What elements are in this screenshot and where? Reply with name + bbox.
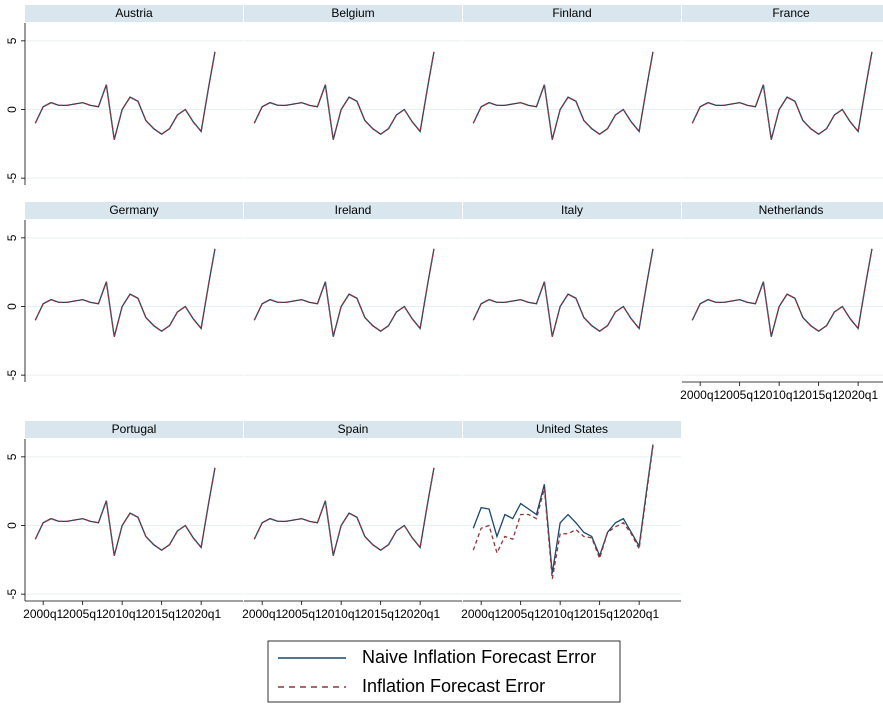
panel-title: Italy xyxy=(561,203,583,217)
x-tick-label: 2020q1 xyxy=(181,607,221,621)
panel-title: Portugal xyxy=(112,422,157,436)
panel-title: Austria xyxy=(115,6,153,20)
x-tick-label: 2020q1 xyxy=(400,607,440,621)
legend-label: Naive Inflation Forecast Error xyxy=(362,647,596,667)
panel-title: Belgium xyxy=(331,6,374,20)
series-line xyxy=(253,248,435,337)
y-tick-label: 0 xyxy=(5,303,19,310)
x-tick-label: 2010q1 xyxy=(759,388,799,402)
x-tick-label: 2015q1 xyxy=(580,607,620,621)
x-tick-label: 2015q1 xyxy=(361,607,401,621)
x-tick-label: 2020q1 xyxy=(838,388,878,402)
x-tick-label: 2000q1 xyxy=(680,388,720,402)
series-line xyxy=(472,444,654,574)
y-tick-label: 5 xyxy=(5,234,19,241)
series-line xyxy=(34,467,216,556)
panel-title: United States xyxy=(536,422,608,436)
x-tick-label: 2010q1 xyxy=(321,607,361,621)
x-tick-label: 2005q1 xyxy=(720,388,760,402)
series-line xyxy=(472,248,654,337)
y-tick-label: 0 xyxy=(5,106,19,113)
x-tick-label: 2000q1 xyxy=(23,607,63,621)
x-tick-label: 2005q1 xyxy=(282,607,322,621)
panel-title: Spain xyxy=(338,422,369,436)
panel-title-bar xyxy=(244,5,462,22)
panel-title-bar xyxy=(463,202,681,219)
x-tick-label: 2000q1 xyxy=(242,607,282,621)
panel-title-bar xyxy=(244,421,462,438)
x-tick-label: 2005q1 xyxy=(63,607,103,621)
x-tick-label: 2020q1 xyxy=(619,607,659,621)
y-tick-label: -5 xyxy=(5,172,19,183)
series-line xyxy=(691,248,873,337)
legend-box xyxy=(267,640,621,703)
series-line xyxy=(34,248,216,337)
panel-title-bar xyxy=(682,5,883,22)
panel-title-bar xyxy=(25,421,243,438)
series-line xyxy=(472,445,654,580)
y-tick-label: 5 xyxy=(5,37,19,44)
x-tick-label: 2005q1 xyxy=(501,607,541,621)
series-line xyxy=(472,51,654,140)
panel-title-bar xyxy=(463,421,681,438)
x-tick-label: 2010q1 xyxy=(102,607,142,621)
series-line xyxy=(253,51,435,140)
series-line xyxy=(34,51,216,140)
y-tick-label: -5 xyxy=(5,369,19,380)
panel-title: Germany xyxy=(109,203,158,217)
panel-title: France xyxy=(772,6,810,20)
x-tick-label: 2015q1 xyxy=(142,607,182,621)
y-tick-label: 5 xyxy=(5,453,19,460)
y-tick-label: -5 xyxy=(5,588,19,599)
panel-title: Ireland xyxy=(335,203,372,217)
series-line xyxy=(691,51,873,140)
panel-title-bar xyxy=(25,202,243,219)
panel-title: Finland xyxy=(552,6,591,20)
x-tick-label: 2015q1 xyxy=(799,388,839,402)
x-tick-label: 2000q1 xyxy=(461,607,501,621)
x-tick-label: 2010q1 xyxy=(540,607,580,621)
panel-title-bar xyxy=(463,5,681,22)
series-line xyxy=(253,467,435,556)
panel-title-bar xyxy=(25,5,243,22)
y-tick-label: 0 xyxy=(5,522,19,529)
legend-label: Inflation Forecast Error xyxy=(362,676,545,696)
panel-title-bar xyxy=(682,202,883,219)
panel-title: Netherlands xyxy=(759,203,824,217)
panel-title-bar xyxy=(244,202,462,219)
